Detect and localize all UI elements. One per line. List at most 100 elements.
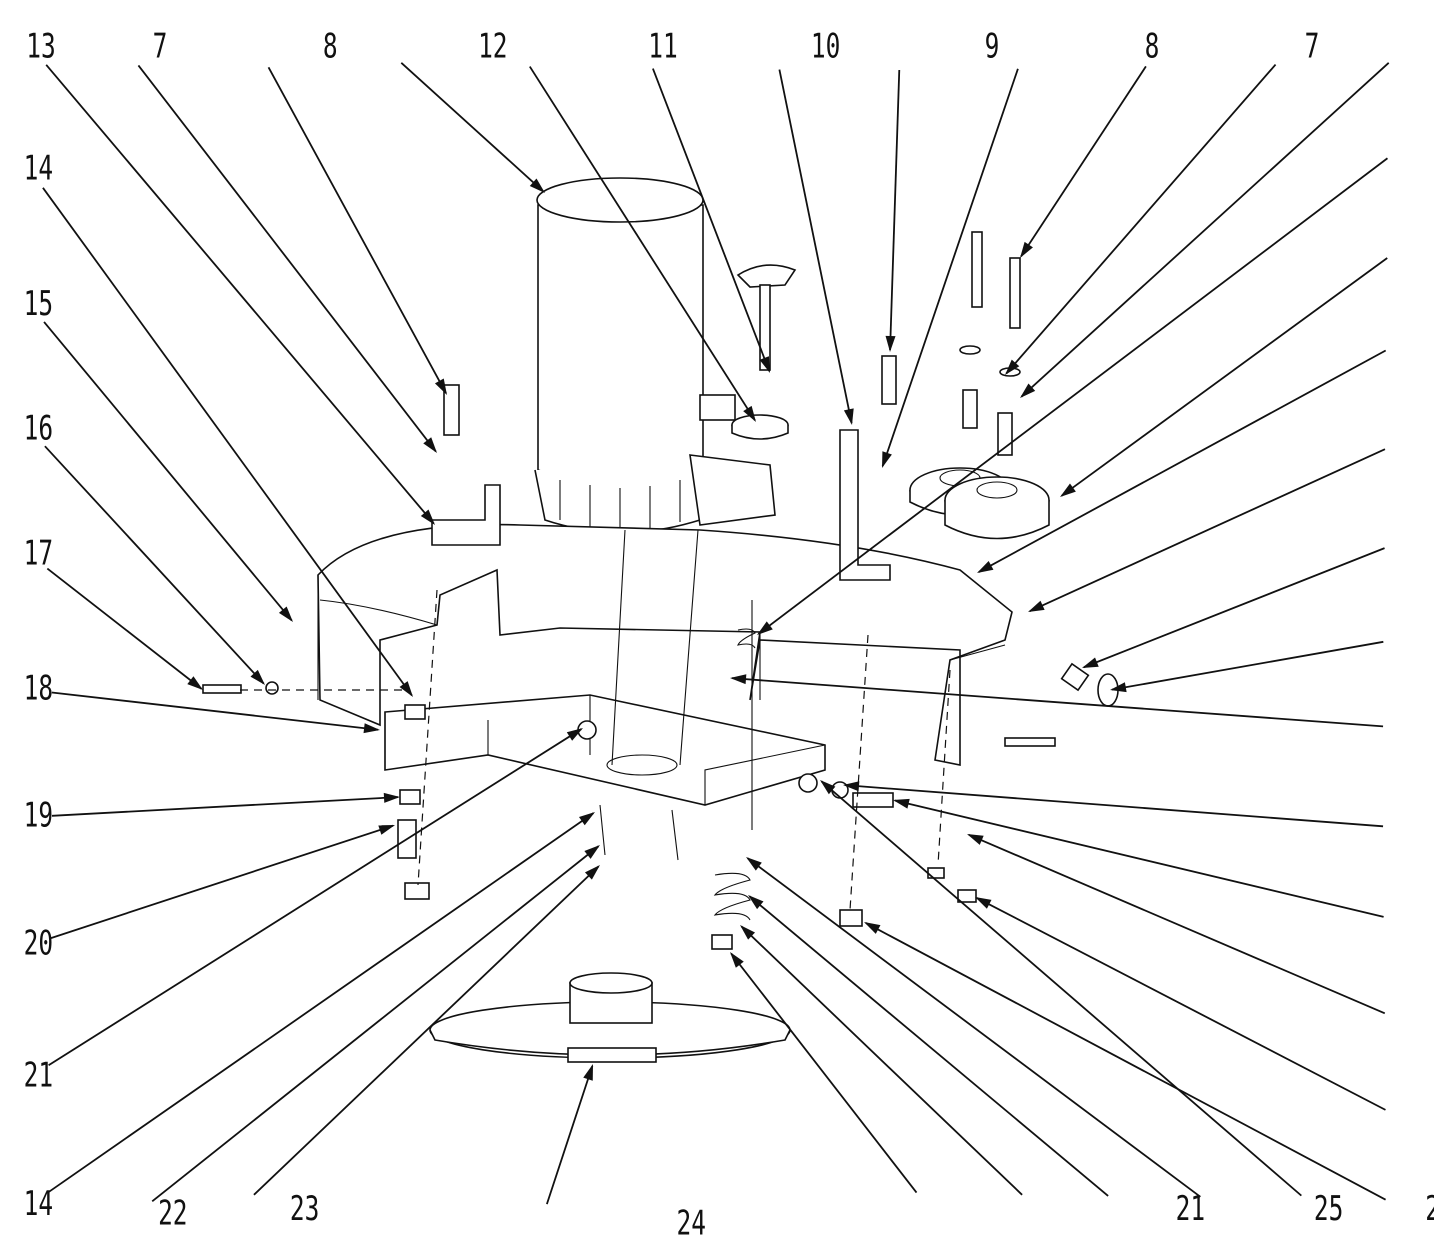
callout-leader-20 xyxy=(50,824,394,939)
callout-leader-27 xyxy=(865,922,1387,1201)
upper-bracket-right xyxy=(839,429,891,581)
callout-label: 26 xyxy=(1425,1189,1434,1228)
callout-leader-30 xyxy=(844,784,1384,828)
callout-label: 11 xyxy=(648,27,677,66)
callout-label: 12 xyxy=(478,27,507,66)
callout-leader-15 xyxy=(43,321,293,622)
bolt-6-left xyxy=(971,231,983,308)
spring-upper xyxy=(737,628,756,649)
callout-arrowhead-29 xyxy=(893,798,910,809)
callout-label: 21 xyxy=(1176,1189,1205,1228)
callout-leader-4 xyxy=(758,157,1388,635)
callout-arrowhead-17 xyxy=(187,676,203,690)
base-disc xyxy=(429,972,791,1063)
callout-arrowhead-20 xyxy=(378,825,395,835)
callout-leader-14 xyxy=(47,812,594,1194)
callout-arrowhead-5 xyxy=(1020,383,1036,398)
callout-arrowhead-28 xyxy=(975,897,992,909)
upper-bracket-left xyxy=(431,484,501,546)
callout-label: 20 xyxy=(24,924,53,963)
callout-label: 10 xyxy=(811,27,840,66)
callout-arrowhead-25 xyxy=(730,674,747,685)
callout-arrowhead-32 xyxy=(1082,657,1099,668)
callout-arrowhead-22 xyxy=(584,845,600,859)
callout-label: 13 xyxy=(26,27,55,66)
callout-arrowhead-14 xyxy=(579,812,595,826)
nut-left xyxy=(404,882,430,900)
callout-leader-31 xyxy=(1111,640,1384,691)
callout-arrowhead-26 xyxy=(748,895,764,910)
callout-label: 25 xyxy=(1314,1189,1343,1228)
nut-center xyxy=(711,934,733,950)
callout-label: 8 xyxy=(323,27,338,66)
callout-label: 15 xyxy=(24,284,53,323)
callout-leader-25 xyxy=(747,857,1201,1198)
callout-arrowhead-30 xyxy=(843,781,860,792)
callout-leader-24 xyxy=(546,1065,594,1205)
callout-arrowhead-21 xyxy=(730,952,744,968)
callout-label: 19 xyxy=(24,796,53,835)
callout-label: 24 xyxy=(676,1204,705,1237)
washer-2-left xyxy=(959,345,981,355)
bolt-29 xyxy=(852,792,894,808)
callout-leader-19 xyxy=(51,796,399,817)
callout-labels: 1378121110987625432132312530292281415161… xyxy=(24,27,1434,1237)
callout-leader-10 xyxy=(652,68,771,372)
callout-leader-5 xyxy=(1020,62,1390,398)
callout-arrowhead-1 xyxy=(1028,600,1045,612)
callout-arrowhead-2 xyxy=(977,560,994,573)
callout-leader-8 xyxy=(889,69,901,351)
callout-leaders xyxy=(42,62,1390,1205)
callout-leader-6 xyxy=(1020,65,1147,257)
wheel-lower xyxy=(944,476,1050,540)
callout-label: 14 xyxy=(24,149,53,188)
callout-arrowhead-14 xyxy=(399,681,413,697)
bushing-14 xyxy=(404,704,426,720)
callout-arrowhead-8 xyxy=(434,378,447,395)
screw-8-right xyxy=(881,355,897,405)
callout-leader-21 xyxy=(48,728,582,1067)
frame-hole xyxy=(606,754,678,776)
motor-shaft xyxy=(699,394,736,421)
callout-leader-12 xyxy=(400,62,545,193)
callout-label: 7 xyxy=(153,27,168,66)
spacer-4-right xyxy=(997,412,1013,456)
callout-leader-28 xyxy=(976,897,1386,1111)
callout-leader-18 xyxy=(51,691,379,731)
callout-arrowhead-25 xyxy=(740,925,756,940)
callout-leader-29 xyxy=(894,799,1384,918)
t-handle-knob xyxy=(736,264,797,371)
assembly-parts xyxy=(202,177,1119,1063)
callout-leader-17 xyxy=(46,567,202,690)
callout-leader-11 xyxy=(529,66,756,421)
callout-arrowhead-2 xyxy=(967,834,984,845)
callout-label: 17 xyxy=(24,534,53,573)
callout-label: 7 xyxy=(1305,27,1320,66)
spring-32 xyxy=(1060,662,1090,692)
callout-leader-7 xyxy=(881,68,1019,467)
callout-label: 21 xyxy=(24,1056,53,1095)
callout-arrowhead-31 xyxy=(1110,682,1127,693)
gearbox-housing xyxy=(689,454,776,526)
callout-leader-2 xyxy=(968,833,1386,1015)
callout-leader-32 xyxy=(1083,547,1385,669)
callout-leader-22 xyxy=(151,845,599,1203)
callout-label: 9 xyxy=(985,27,1000,66)
callout-arrowhead-7 xyxy=(423,437,437,453)
callout-leader-2 xyxy=(978,349,1387,573)
callout-label: 16 xyxy=(24,409,53,448)
callout-leader-9 xyxy=(778,69,853,424)
nut-far-right xyxy=(957,889,977,903)
callout-arrowhead-8 xyxy=(885,335,896,352)
callout-arrowhead-23 xyxy=(584,865,600,880)
callout-leader-25 xyxy=(740,925,1023,1196)
callout-leader-21 xyxy=(730,953,918,1194)
bolt-right-side xyxy=(1004,737,1056,747)
callout-leader-23 xyxy=(253,865,600,1196)
callout-arrowhead-3 xyxy=(1060,483,1076,497)
callout-arrowhead-24 xyxy=(583,1064,593,1081)
callout-arrowhead-19 xyxy=(383,792,400,803)
callout-arrowhead-15 xyxy=(278,606,293,622)
callout-arrowhead-7 xyxy=(882,451,892,468)
